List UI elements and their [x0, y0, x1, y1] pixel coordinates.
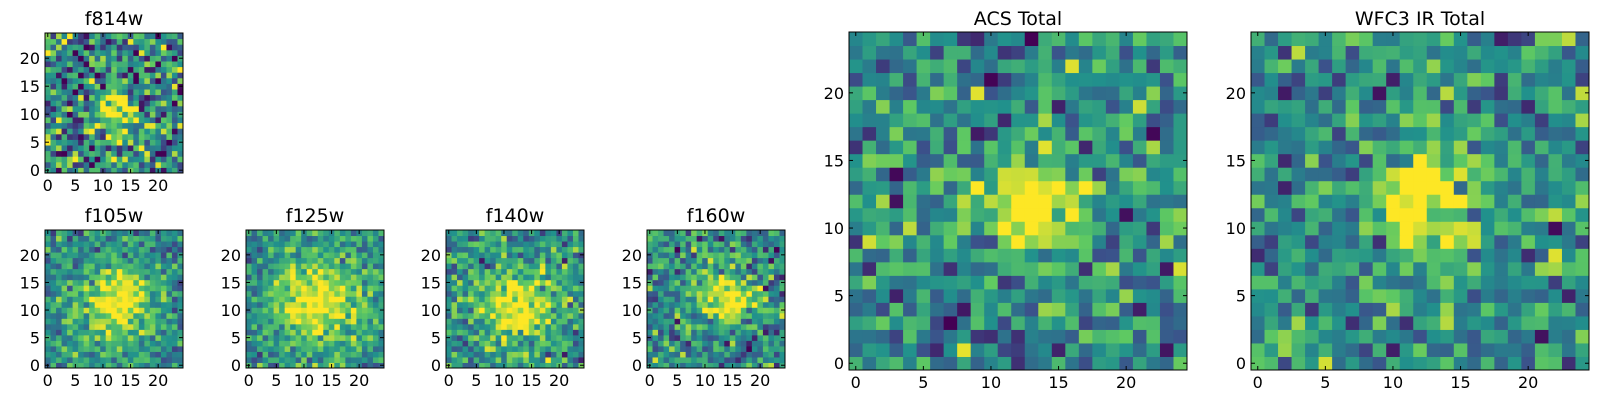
- axes-frame: [646, 229, 786, 369]
- x-tick-label: 20: [1116, 373, 1136, 392]
- pixel-grid: [246, 230, 385, 369]
- x-tick-label: 20: [148, 371, 168, 390]
- y-tick-label: 15: [221, 273, 241, 292]
- y-tick-label: 0: [1236, 354, 1246, 373]
- x-tick-label: 5: [271, 371, 281, 390]
- y-tick-label: 0: [834, 354, 844, 373]
- axes-frame: [445, 229, 585, 369]
- pixel-grid: [1251, 32, 1590, 371]
- panel-title-f160w: f160w: [687, 205, 746, 227]
- panel-title-f814w: f814w: [85, 8, 144, 30]
- y-tick-label: 0: [30, 356, 40, 375]
- x-tick-label: 10: [695, 371, 715, 390]
- x-tick-label: 0: [244, 371, 254, 390]
- y-tick-label: 20: [1226, 84, 1246, 103]
- x-tick-label: 10: [93, 176, 113, 195]
- y-tick-label: 10: [221, 301, 241, 320]
- y-tick-label: 0: [431, 356, 441, 375]
- y-tick-label: 0: [231, 356, 241, 375]
- y-tick-label: 10: [622, 301, 642, 320]
- y-tick-label: 15: [421, 273, 441, 292]
- x-tick-label: 20: [1518, 373, 1538, 392]
- y-tick-label: 20: [20, 49, 40, 68]
- pixel-grid: [45, 33, 184, 174]
- y-tick-label: 20: [20, 246, 40, 265]
- x-tick-label: 15: [1048, 373, 1068, 392]
- y-tick-label: 10: [1226, 219, 1246, 238]
- axes-frame: [44, 229, 184, 369]
- pixel-grid: [849, 32, 1188, 371]
- panel-title-acs-total: ACS Total: [974, 8, 1062, 30]
- x-tick-label: 0: [444, 371, 454, 390]
- x-tick-label: 20: [349, 371, 369, 390]
- y-tick-label: 15: [20, 273, 40, 292]
- x-tick-label: 10: [494, 371, 514, 390]
- y-tick-label: 5: [632, 329, 642, 348]
- x-tick-label: 20: [549, 371, 569, 390]
- y-tick-label: 0: [632, 356, 642, 375]
- y-tick-label: 15: [1226, 151, 1246, 170]
- y-tick-label: 5: [30, 329, 40, 348]
- x-tick-label: 15: [521, 371, 541, 390]
- x-tick-label: 15: [120, 176, 140, 195]
- pixel-grid: [446, 230, 585, 369]
- x-tick-label: 10: [981, 373, 1001, 392]
- y-tick-label: 10: [20, 301, 40, 320]
- x-tick-label: 10: [294, 371, 314, 390]
- x-tick-label: 5: [672, 371, 682, 390]
- x-tick-label: 0: [645, 371, 655, 390]
- x-tick-label: 20: [750, 371, 770, 390]
- y-tick-label: 15: [20, 77, 40, 96]
- x-tick-label: 5: [918, 373, 928, 392]
- x-tick-label: 10: [1383, 373, 1403, 392]
- y-tick-label: 10: [20, 105, 40, 124]
- y-tick-label: 15: [622, 273, 642, 292]
- y-tick-label: 5: [834, 287, 844, 306]
- x-tick-label: 15: [321, 371, 341, 390]
- pixel-grid: [45, 230, 184, 369]
- y-tick-label: 0: [30, 161, 40, 180]
- y-tick-label: 5: [30, 133, 40, 152]
- y-tick-label: 10: [824, 219, 844, 238]
- x-tick-label: 15: [722, 371, 742, 390]
- x-tick-label: 5: [471, 371, 481, 390]
- x-tick-label: 5: [70, 176, 80, 195]
- x-tick-label: 5: [70, 371, 80, 390]
- x-tick-label: 5: [1320, 373, 1330, 392]
- x-tick-label: 15: [1450, 373, 1470, 392]
- x-tick-label: 0: [1253, 373, 1263, 392]
- pixel-grid: [647, 230, 786, 369]
- y-tick-label: 5: [431, 329, 441, 348]
- axes-frame: [245, 229, 385, 369]
- axes-frame: [848, 31, 1188, 371]
- axes-frame: [44, 32, 184, 174]
- x-tick-label: 15: [120, 371, 140, 390]
- panel-title-f140w: f140w: [486, 205, 545, 227]
- x-tick-label: 0: [43, 176, 53, 195]
- y-tick-label: 10: [421, 301, 441, 320]
- x-tick-label: 0: [851, 373, 861, 392]
- y-tick-label: 5: [1236, 287, 1246, 306]
- y-tick-label: 20: [824, 84, 844, 103]
- x-tick-label: 20: [148, 176, 168, 195]
- panel-title-f105w: f105w: [85, 205, 144, 227]
- y-tick-label: 15: [824, 151, 844, 170]
- panel-acs-total: ACS Total 0 5 10 15 20 0 5 10 15 20: [824, 8, 1188, 392]
- panel-title-wfc3-ir-total: WFC3 IR Total: [1355, 8, 1485, 30]
- y-tick-label: 20: [622, 246, 642, 265]
- y-tick-label: 5: [231, 329, 241, 348]
- panel-wfc3-ir-total: WFC3 IR Total 0 5 10 15 20 0 5 10 15 20: [1226, 8, 1590, 392]
- x-tick-label: 0: [43, 371, 53, 390]
- y-tick-label: 20: [421, 246, 441, 265]
- y-tick-label: 20: [221, 246, 241, 265]
- axes-frame: [1250, 31, 1590, 371]
- x-tick-label: 10: [93, 371, 113, 390]
- panel-title-f125w: f125w: [286, 205, 345, 227]
